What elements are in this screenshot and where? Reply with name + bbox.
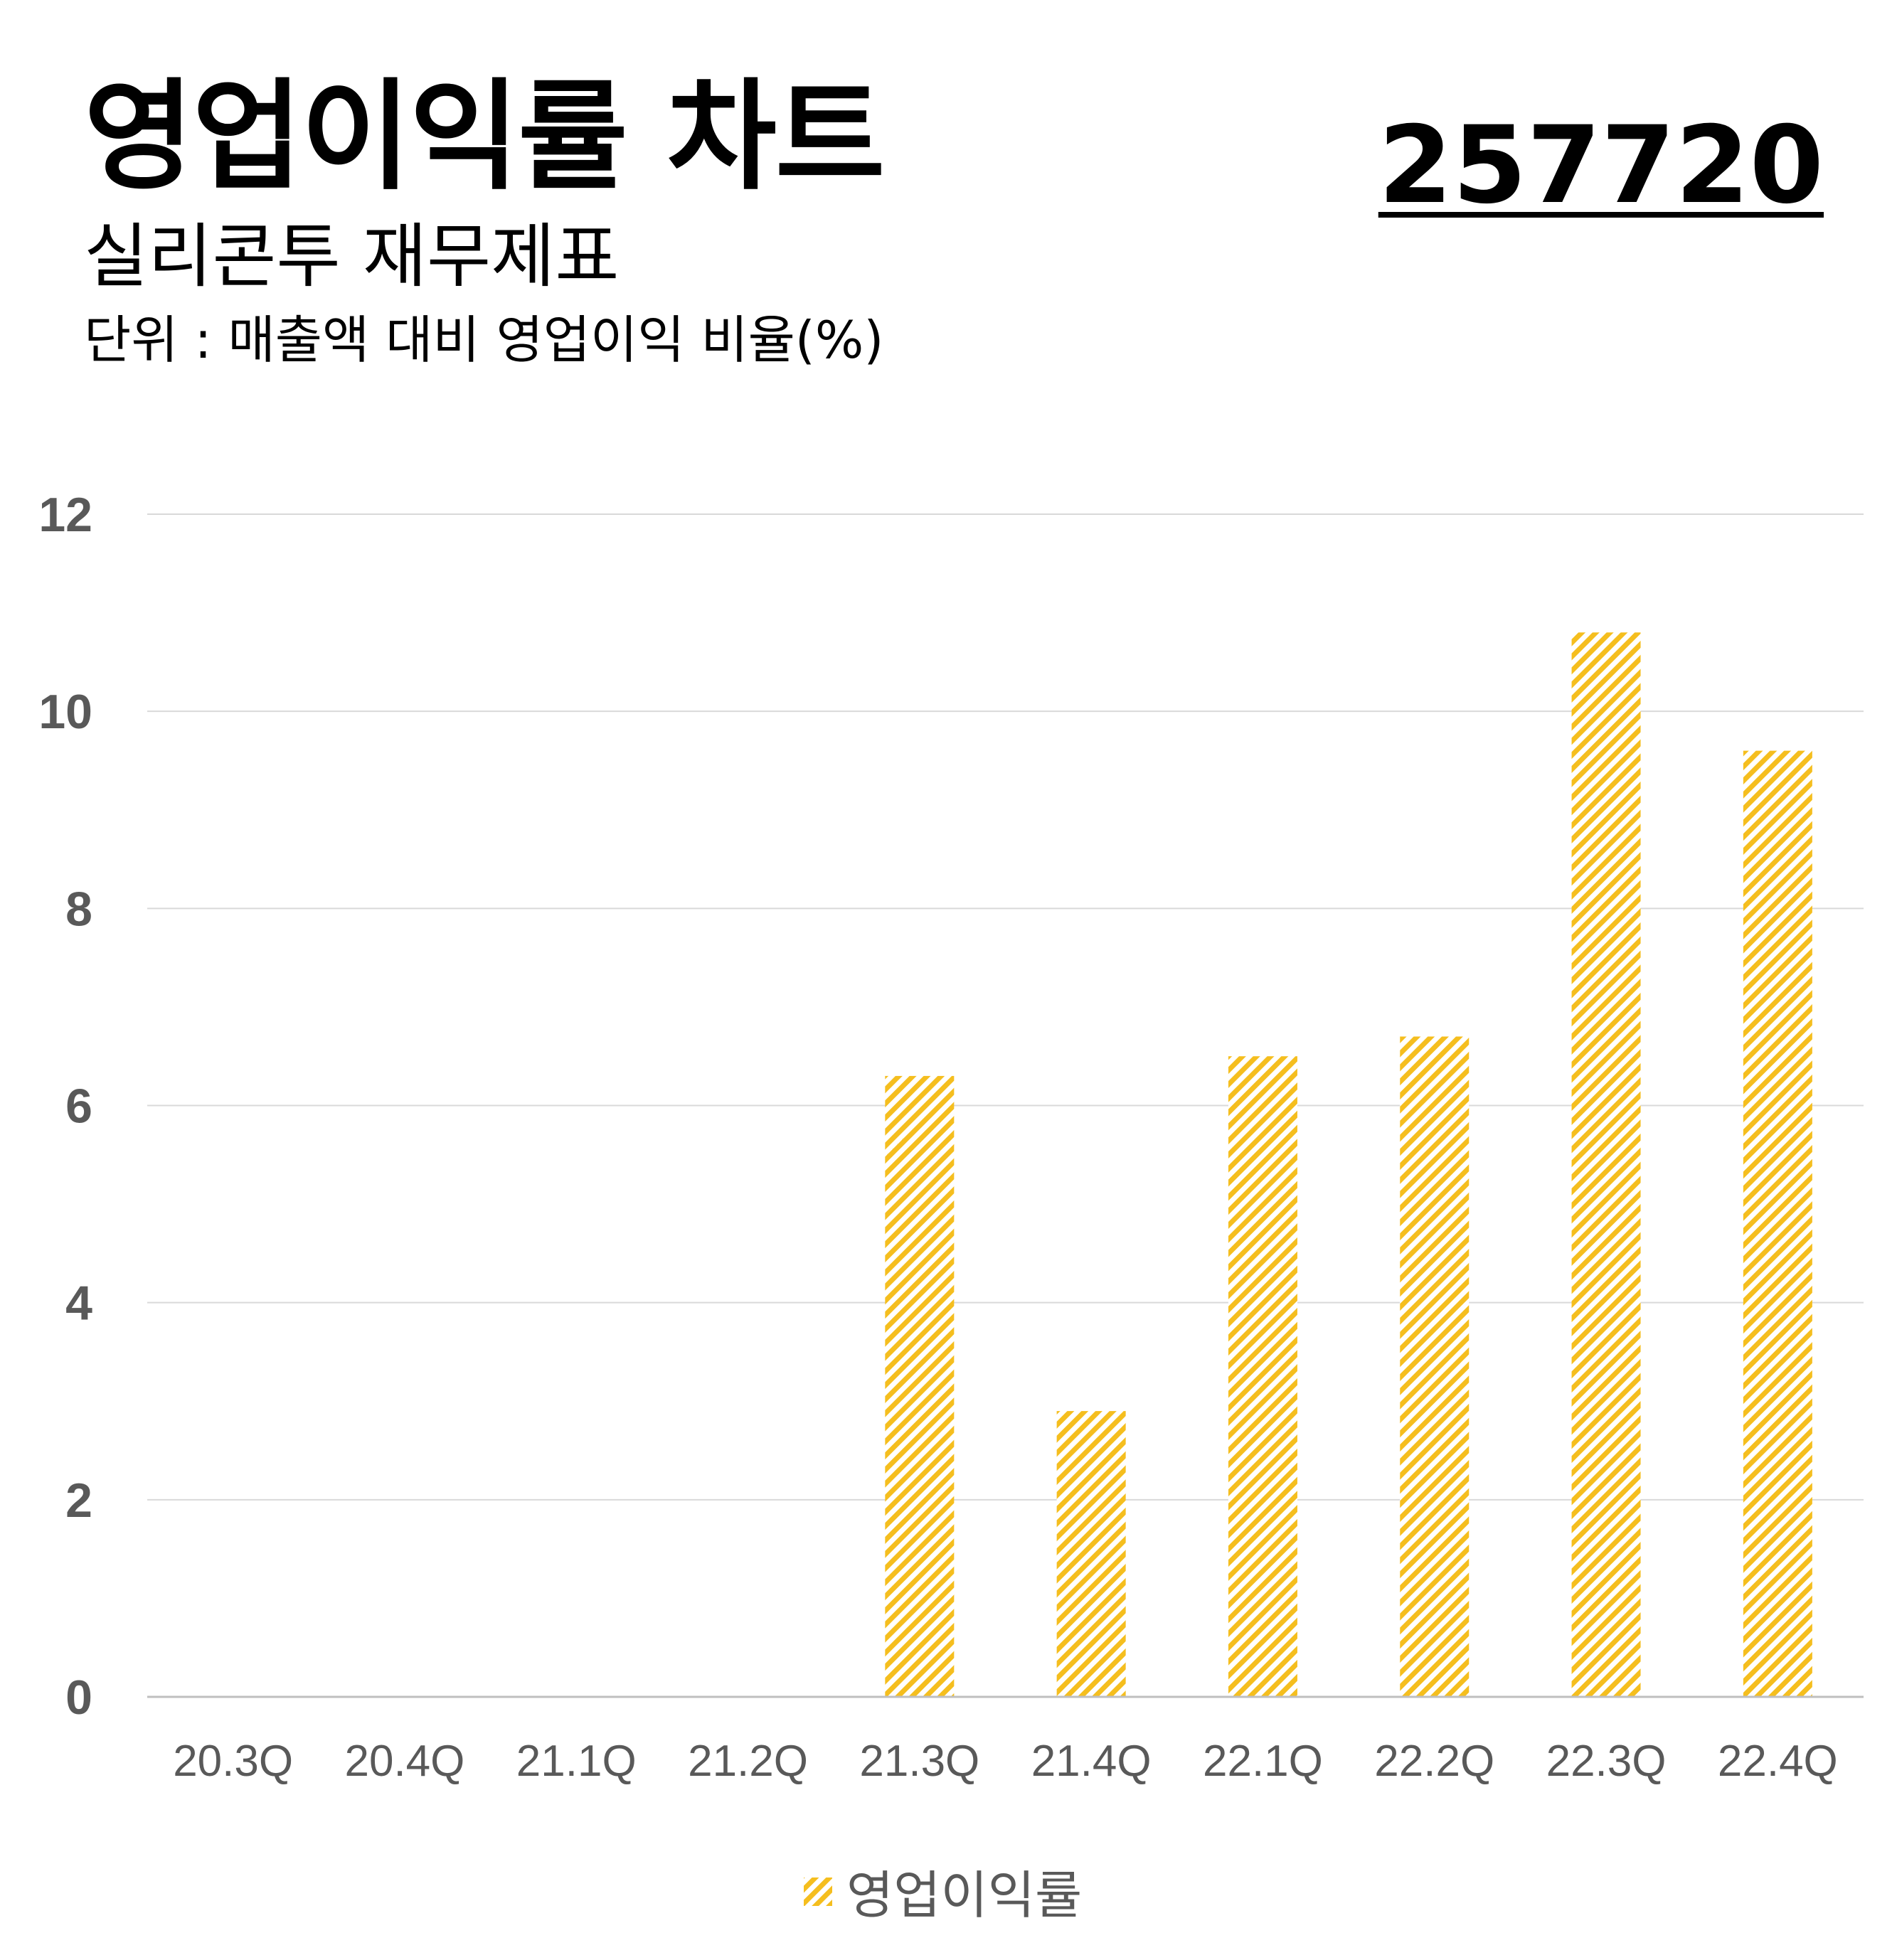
bar-21.3Q	[885, 1075, 955, 1697]
x-tick-label: 22.3Q	[1546, 1737, 1667, 1786]
bar-22.3Q	[1571, 632, 1641, 1697]
x-tick-label: 22.4Q	[1718, 1737, 1838, 1786]
y-tick-label: 4	[65, 1277, 92, 1331]
bar-22.2Q	[1400, 1036, 1470, 1697]
x-tick-label: 21.4Q	[1031, 1737, 1152, 1786]
x-tick-label: 21.1Q	[516, 1737, 637, 1786]
y-tick-label: 0	[65, 1671, 92, 1725]
legend-swatch	[804, 1878, 832, 1906]
y-tick-label: 12	[38, 488, 92, 542]
ticker-code: 257720	[1378, 104, 1824, 228]
chart-subtitle: 실리콘투 재무제표	[84, 216, 620, 297]
chart-title: 영업이익률 차트	[84, 67, 885, 206]
x-tick-label: 22.2Q	[1374, 1737, 1494, 1786]
y-tick-label: 2	[65, 1474, 92, 1528]
bar-22.4Q	[1743, 750, 1812, 1697]
y-tick-label: 8	[65, 882, 92, 936]
y-tick-label: 6	[65, 1080, 92, 1134]
x-tick-label: 20.4Q	[344, 1737, 464, 1786]
x-tick-label: 21.2Q	[688, 1737, 808, 1786]
legend-label: 영업이익률	[846, 1865, 1082, 1925]
x-tick-label: 20.3Q	[173, 1737, 293, 1786]
x-tick-label: 22.1Q	[1203, 1737, 1323, 1786]
x-tick-label: 21.3Q	[859, 1737, 979, 1786]
y-tick-label: 10	[38, 685, 92, 739]
bars	[885, 632, 1812, 1697]
y-axis-ticks: 0 2 4 6 8 10 12	[38, 488, 92, 1725]
bar-22.1Q	[1228, 1056, 1297, 1697]
legend: 영업이익률	[804, 1865, 1082, 1925]
unit-label: 단위 : 매출액 대비 영업이익 비율(%)	[84, 310, 884, 370]
bar-21.4Q	[1056, 1411, 1126, 1697]
x-axis-ticks: 20.3Q 20.4Q 21.1Q 21.2Q 21.3Q 21.4Q 22.1Q 22.2Q…	[173, 1737, 1838, 1786]
